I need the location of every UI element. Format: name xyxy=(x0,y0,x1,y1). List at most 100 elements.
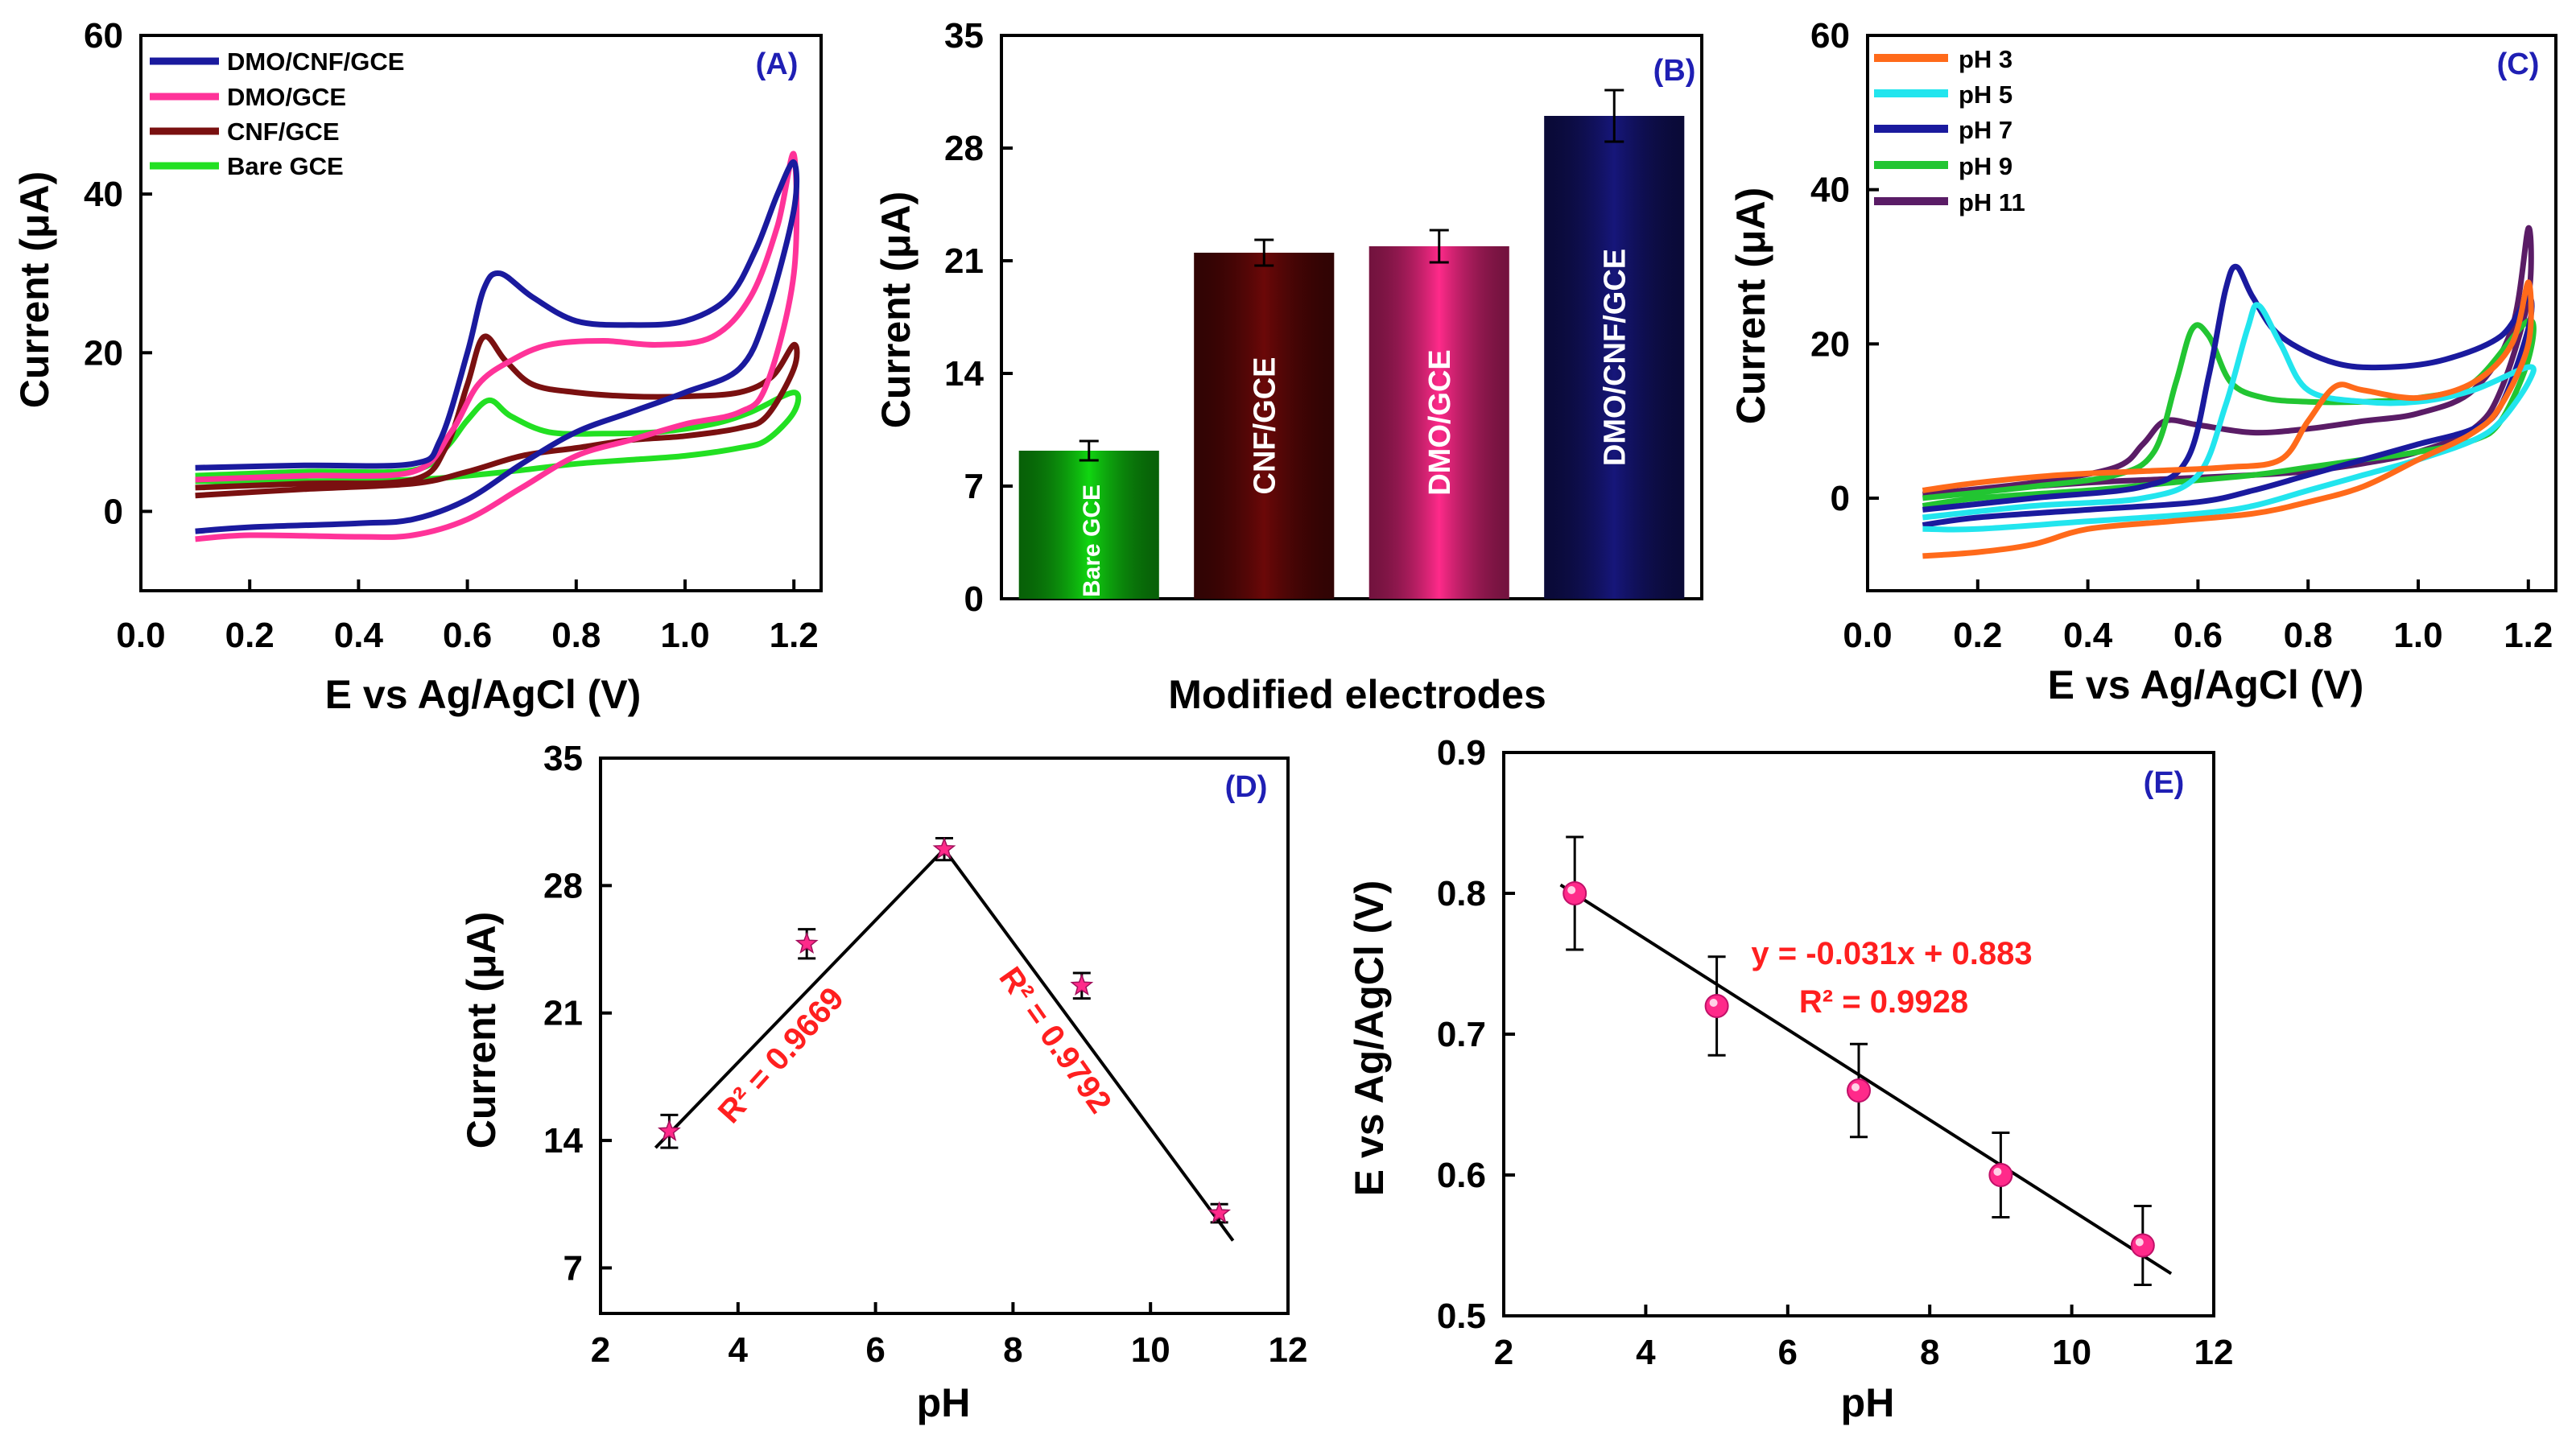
a-xtick-label-0: 0.0 xyxy=(116,616,165,655)
panel-c-tag: (C) xyxy=(2497,47,2540,81)
b-bar-shade-3 xyxy=(1544,116,1685,599)
a-xtick-label-3: 0.6 xyxy=(443,616,492,655)
d-xtick-label-0: 2 xyxy=(591,1330,610,1370)
a-curve-0 xyxy=(195,159,800,534)
c-xtick-label-6: 1.2 xyxy=(2504,616,2553,655)
b-bar-shade-1 xyxy=(1194,253,1335,599)
panel-e-ylabel: E vs Ag/AgCl (V) xyxy=(1347,880,1392,1197)
c-xtick-label-2: 0.4 xyxy=(2063,616,2113,655)
b-ytick-label-2: 14 xyxy=(944,354,984,394)
d-ytick-label-4: 35 xyxy=(543,739,583,778)
e-xtick-label-1: 4 xyxy=(1636,1333,1656,1372)
panel-a-legend: DMO/CNF/GCE DMO/GCE CNF/GCE Bare GCE xyxy=(150,47,404,180)
b-bar-label-1: CNF/GCE xyxy=(1248,357,1282,495)
c-curve-2 xyxy=(1922,263,2535,528)
legend-a-label-3: Bare GCE xyxy=(227,152,344,180)
a-ytick-label-0: 0 xyxy=(104,492,123,531)
d-point-1 xyxy=(795,931,819,954)
panel-b-ticks: 0 7 14 21 28 35 xyxy=(944,16,1013,619)
legend-c-label-4: pH 11 xyxy=(1959,188,2025,216)
b-bar-label-0: Bare GCE xyxy=(1079,484,1105,597)
c-ytick-label-2: 40 xyxy=(1810,171,1850,210)
panel-b: 0 7 14 21 28 35 Bare GCE CNF/GCE DMO/GCE DMO/CNF… xyxy=(873,16,1703,717)
panel-e-tag: (E) xyxy=(2144,766,2185,800)
c-curve-3 xyxy=(1922,317,2537,509)
a-curve-1 xyxy=(195,150,800,542)
panel-d-r2-left: R² = 0.9669 xyxy=(712,980,851,1130)
panel-a-tag: (A) xyxy=(756,47,799,81)
panel-b-bars: Bare GCE CNF/GCE DMO/GCE DMO/CNF/GCE xyxy=(1018,89,1685,599)
b-ytick-label-3: 21 xyxy=(944,241,984,281)
d-point-3 xyxy=(1070,973,1094,996)
e-xtick-label-4: 10 xyxy=(2052,1333,2091,1372)
legend-a-label-2: CNF/GCE xyxy=(227,118,340,146)
panel-c-legend: pH 3 pH 5 pH 7 pH 9 pH 11 xyxy=(1874,45,2025,216)
b-bar-group-3: DMO/CNF/GCE xyxy=(1544,89,1685,599)
e-point-2 xyxy=(1847,1078,1871,1103)
b-ytick-label-4: 28 xyxy=(944,129,984,168)
panel-b-ylabel: Current (μA) xyxy=(873,192,919,428)
b-bar-group-2: DMO/GCE xyxy=(1368,229,1509,599)
panel-c-ylabel: Current (μA) xyxy=(1728,188,1773,424)
d-xtick-label-1: 4 xyxy=(729,1330,749,1370)
panel-e-equation: y = -0.031x + 0.883 xyxy=(1751,936,2032,971)
e-ytick-label-4: 0.9 xyxy=(1437,733,1486,773)
d-ytick-label-2: 21 xyxy=(543,994,583,1033)
d-point-0 xyxy=(657,1119,681,1142)
e-ytick-label-1: 0.6 xyxy=(1437,1156,1486,1195)
panel-c-xlabel: E vs Ag/AgCl (V) xyxy=(2048,662,2364,707)
legend-c-label-2: pH 7 xyxy=(1959,116,2013,144)
d-ytick-label-3: 28 xyxy=(543,866,583,905)
c-ytick-label-3: 60 xyxy=(1810,16,1850,56)
a-ytick-label-2: 40 xyxy=(84,175,123,214)
e-point-shine-0 xyxy=(1567,886,1576,894)
b-ytick-label-1: 7 xyxy=(964,467,984,506)
b-ytick-label-0: 0 xyxy=(964,579,984,619)
legend-a-label-0: DMO/CNF/GCE xyxy=(227,47,404,76)
d-ytick-label-1: 14 xyxy=(543,1121,583,1161)
e-xtick-label-0: 2 xyxy=(1494,1333,1513,1372)
a-ytick-label-1: 20 xyxy=(84,333,123,373)
legend-c-label-1: pH 5 xyxy=(1959,80,2013,109)
c-xtick-label-1: 0.2 xyxy=(1953,616,2002,655)
panel-d-r2-right: R² = 0.9792 xyxy=(992,961,1118,1119)
c-xtick-label-5: 1.0 xyxy=(2393,616,2442,655)
e-point-1 xyxy=(1704,994,1729,1018)
panel-a-ticks: 0.0 0.2 0.4 0.6 0.8 1.0 1.2 0 20 40 60 xyxy=(84,16,819,655)
e-ytick-label-3: 0.8 xyxy=(1437,874,1486,913)
a-xtick-label-5: 1.0 xyxy=(660,616,709,655)
panel-c-curves xyxy=(1922,225,2537,559)
panel-a-frame xyxy=(139,34,823,592)
e-point-4 xyxy=(2130,1233,2155,1258)
d-fit-line-0 xyxy=(654,847,946,1149)
b-bar-group-0: Bare GCE xyxy=(1018,439,1159,599)
d-fit-line-1 xyxy=(943,847,1235,1242)
panel-a-ylabel: Current (μA) xyxy=(12,171,57,408)
e-ytick-label-2: 0.7 xyxy=(1437,1015,1486,1054)
panel-d-frame xyxy=(599,757,1290,1315)
e-point-0 xyxy=(1563,881,1587,905)
c-curve-0 xyxy=(1922,279,2534,559)
panel-c-frame xyxy=(1866,34,2557,592)
panel-d-tag: (D) xyxy=(1225,770,1268,804)
panel-e-ticks: 2 4 6 8 10 12 0.5 0.6 0.7 0.8 0.9 xyxy=(1437,733,2234,1372)
b-bar-group-1: CNF/GCE xyxy=(1194,238,1335,599)
e-xtick-label-2: 6 xyxy=(1778,1333,1798,1372)
b-bar-label-2: DMO/GCE xyxy=(1423,349,1457,496)
c-xtick-label-4: 0.8 xyxy=(2284,616,2333,655)
e-point-shine-4 xyxy=(2135,1238,2144,1247)
e-ytick-label-0: 0.5 xyxy=(1437,1297,1486,1336)
a-xtick-label-2: 0.4 xyxy=(334,616,384,655)
panel-d-xlabel: pH xyxy=(917,1380,971,1425)
panel-a-xlabel: E vs Ag/AgCl (V) xyxy=(325,672,642,717)
panel-b-xlabel: Modified electrodes xyxy=(1168,672,1546,717)
e-fit-line-0 xyxy=(1559,883,2173,1276)
e-point-shine-3 xyxy=(1993,1168,2002,1176)
b-bar-shade-2 xyxy=(1368,246,1509,599)
d-xtick-label-3: 8 xyxy=(1003,1330,1022,1370)
b-bar-label-3: DMO/CNF/GCE xyxy=(1598,249,1632,466)
legend-c-label-3: pH 9 xyxy=(1959,152,2013,180)
legend-c-label-0: pH 3 xyxy=(1959,45,2013,73)
c-xtick-label-3: 0.6 xyxy=(2174,616,2223,655)
d-xtick-label-5: 12 xyxy=(1269,1330,1308,1370)
